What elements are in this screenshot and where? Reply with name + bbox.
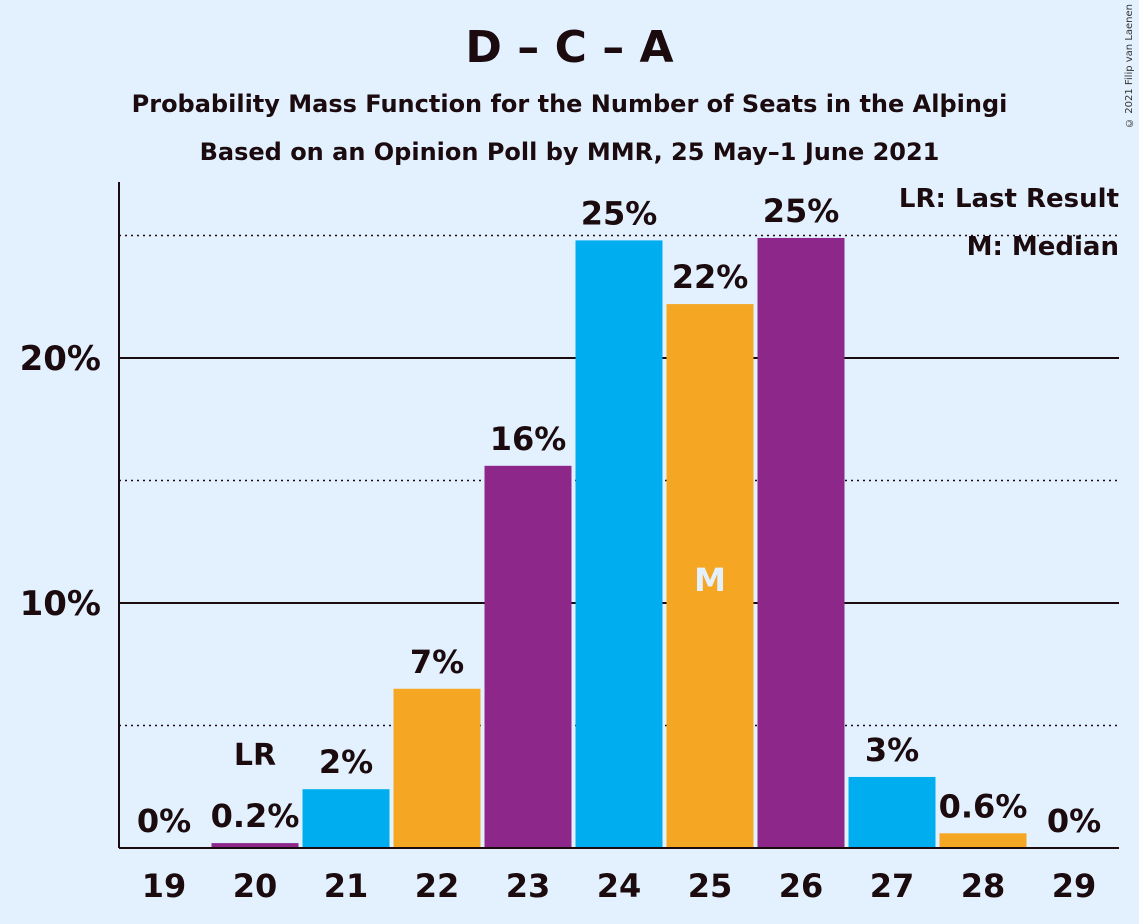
data-label: 0% (1047, 802, 1101, 840)
bar (484, 465, 572, 848)
bar (302, 789, 390, 848)
x-tick-label: 24 (597, 867, 642, 905)
x-tick-label: 26 (779, 867, 824, 905)
median-marker: M (694, 561, 726, 599)
data-label: 0% (137, 802, 191, 840)
x-tick-label: 25 (688, 867, 733, 905)
data-label: 25% (763, 192, 840, 230)
data-label: 16% (490, 420, 567, 458)
chart-title: D – C – A (465, 22, 674, 73)
y-tick-label: 20% (20, 339, 101, 379)
x-tick-label: 28 (961, 867, 1006, 905)
x-tick-label: 19 (142, 867, 187, 905)
bar (211, 843, 299, 848)
x-tick-label: 20 (233, 867, 278, 905)
x-tick-label: 27 (870, 867, 915, 905)
bar (575, 240, 663, 848)
data-label: 22% (672, 258, 749, 296)
data-label: 2% (319, 743, 373, 781)
bar (393, 688, 481, 848)
x-tick-label: 22 (415, 867, 460, 905)
x-tick-label: 21 (324, 867, 369, 905)
x-tick-label: 29 (1052, 867, 1097, 905)
x-tick-label: 23 (506, 867, 551, 905)
legend-median: M: Median (966, 232, 1119, 262)
data-label: 0.6% (939, 787, 1028, 825)
bar (666, 304, 754, 849)
bar (939, 833, 1027, 848)
chart-subtitle: Probability Mass Function for the Number… (131, 90, 1008, 118)
data-label: 25% (581, 194, 658, 232)
chart-source-line: Based on an Opinion Poll by MMR, 25 May–… (199, 138, 940, 166)
legend-last-result: LR: Last Result (898, 184, 1119, 214)
bar (757, 237, 845, 848)
last-result-marker: LR (234, 738, 276, 773)
data-label: 7% (410, 643, 464, 681)
y-tick-label: 10% (20, 584, 101, 624)
bar (848, 776, 936, 848)
data-label: 0.2% (211, 797, 300, 835)
data-label: 3% (865, 731, 919, 769)
